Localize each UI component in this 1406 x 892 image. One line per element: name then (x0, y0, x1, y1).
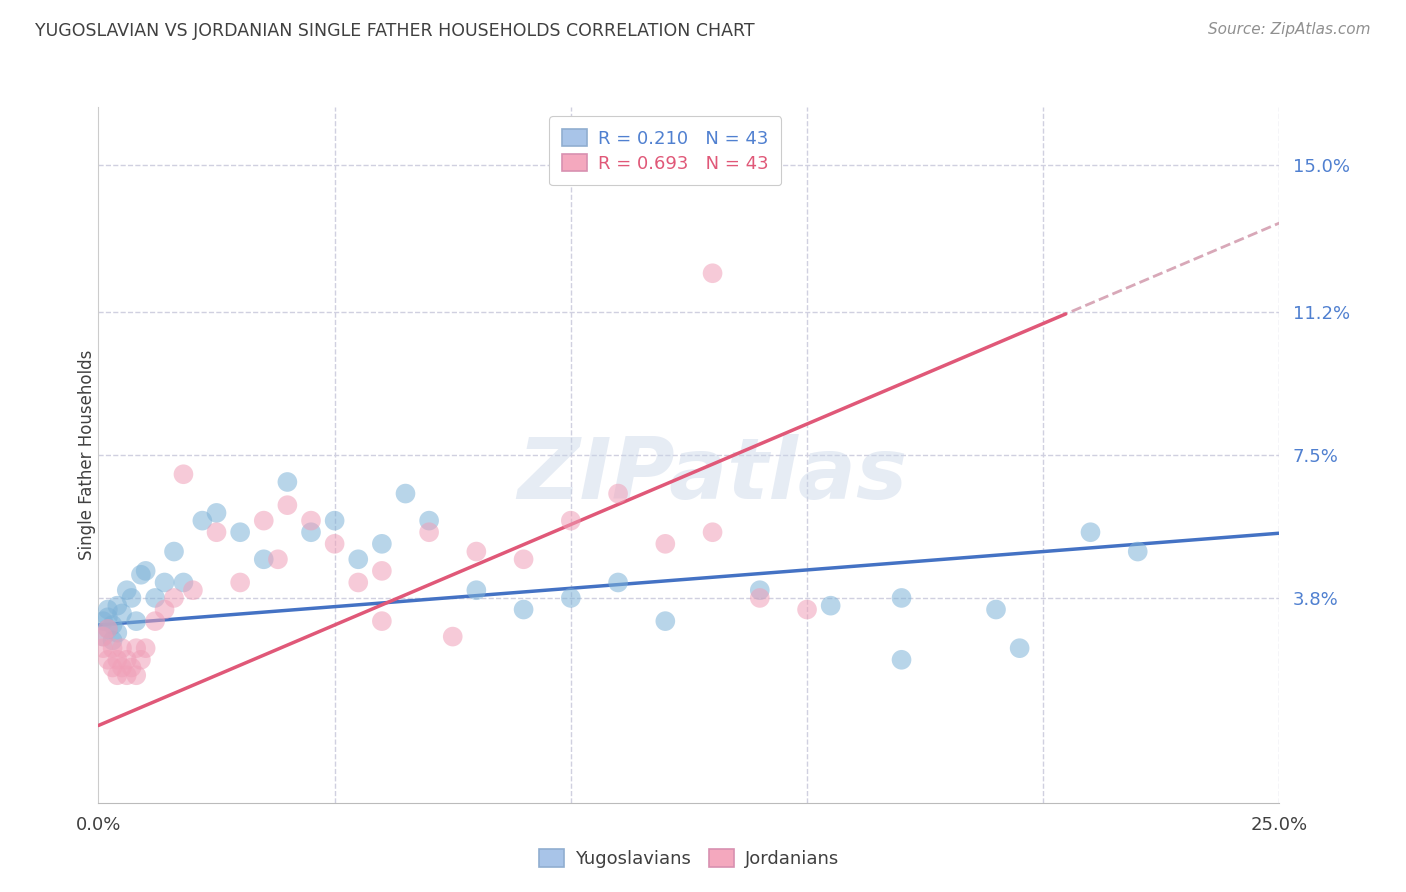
Point (205, 506, 228, 520)
Legend: Yugoslavians, Jordanians: Yugoslavians, Jordanians (530, 840, 848, 877)
Point (129, 653, 152, 667)
Point (121, 591, 143, 605)
Point (163, 544, 186, 558)
Point (299, 514, 322, 528)
Point (394, 486, 416, 500)
Point (91, 641, 114, 656)
Point (418, 525, 440, 540)
Point (371, 614, 394, 628)
Point (1008, 641, 1031, 656)
Point (101, 633, 124, 648)
Text: ZIPatlas: ZIPatlas (517, 434, 908, 517)
Point (101, 618, 124, 632)
Point (91, 630, 114, 644)
Point (276, 498, 298, 512)
Point (111, 660, 134, 674)
Point (135, 564, 157, 578)
Point (512, 602, 534, 616)
Point (97, 610, 120, 624)
Point (253, 552, 276, 566)
Point (465, 544, 488, 558)
Point (276, 475, 298, 489)
Point (181, 583, 204, 598)
Point (115, 653, 138, 667)
Point (105, 599, 128, 613)
Point (105, 668, 128, 682)
Point (129, 567, 152, 582)
Point (560, 514, 582, 528)
Point (299, 525, 322, 540)
Point (153, 575, 176, 590)
Point (748, 591, 770, 605)
Point (418, 514, 440, 528)
Point (163, 591, 186, 605)
Point (560, 591, 582, 605)
Point (607, 486, 630, 500)
Point (115, 583, 138, 598)
Point (347, 552, 370, 566)
Point (465, 583, 488, 598)
Point (1080, 525, 1102, 540)
Point (702, 266, 724, 280)
Point (205, 525, 228, 540)
Point (143, 591, 166, 605)
Point (253, 514, 276, 528)
Point (172, 467, 194, 482)
Text: Source: ZipAtlas.com: Source: ZipAtlas.com (1208, 22, 1371, 37)
Point (97, 602, 120, 616)
Point (820, 599, 842, 613)
Point (984, 602, 1007, 616)
Point (371, 564, 394, 578)
Point (890, 653, 912, 667)
Point (1126, 544, 1149, 558)
Point (153, 602, 176, 616)
Point (441, 630, 464, 644)
Point (135, 641, 157, 656)
Point (748, 583, 770, 598)
Point (229, 575, 252, 590)
Point (125, 668, 148, 682)
Point (654, 537, 676, 551)
Point (91, 630, 114, 644)
Point (101, 641, 124, 656)
Point (347, 575, 370, 590)
Point (97, 653, 120, 667)
Point (229, 525, 252, 540)
Point (890, 591, 912, 605)
Point (101, 660, 124, 674)
Point (111, 607, 134, 621)
Point (267, 552, 290, 566)
Point (607, 575, 630, 590)
Point (91, 614, 114, 628)
Point (191, 514, 214, 528)
Point (97, 622, 120, 636)
Text: YUGOSLAVIAN VS JORDANIAN SINGLE FATHER HOUSEHOLDS CORRELATION CHART: YUGOSLAVIAN VS JORDANIAN SINGLE FATHER H… (35, 22, 755, 40)
Point (121, 660, 143, 674)
Point (125, 641, 148, 656)
Point (323, 514, 346, 528)
Point (105, 625, 128, 640)
Y-axis label: Single Father Households: Single Father Households (79, 350, 96, 560)
Point (512, 552, 534, 566)
Point (371, 537, 394, 551)
Point (105, 653, 128, 667)
Point (323, 537, 346, 551)
Point (125, 614, 148, 628)
Point (111, 641, 134, 656)
Point (143, 614, 166, 628)
Point (654, 614, 676, 628)
Point (796, 602, 818, 616)
Point (97, 622, 120, 636)
Point (702, 525, 724, 540)
Point (172, 575, 194, 590)
Point (115, 668, 138, 682)
